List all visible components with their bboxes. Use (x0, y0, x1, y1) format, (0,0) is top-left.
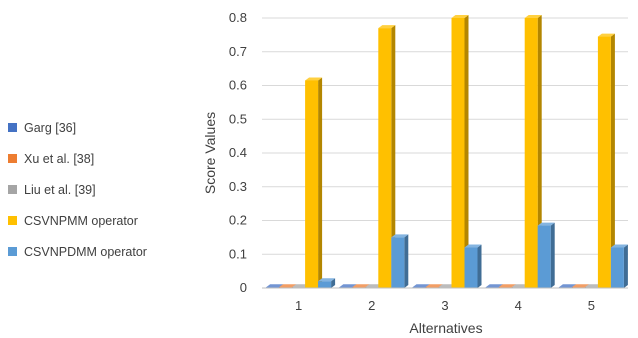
legend-swatch (8, 247, 17, 256)
bar-top (558, 284, 576, 288)
bar-side (391, 25, 396, 288)
x-axis-title: Alternatives (409, 320, 482, 336)
bar-side (623, 244, 628, 288)
bar-top (451, 15, 469, 18)
bar-front (318, 281, 332, 288)
bar-front (610, 247, 624, 288)
y-tick-label: 0.5 (229, 111, 247, 126)
x-tick-label: 2 (368, 298, 375, 313)
y-tick-label: 0.3 (229, 179, 247, 194)
y-tick-label: 0.2 (229, 213, 247, 228)
bar (318, 278, 336, 288)
bar-top (571, 284, 589, 288)
legend-label: Garg [36] (24, 120, 77, 135)
bar-front (464, 247, 478, 288)
x-tick-label: 3 (441, 298, 448, 313)
legend-item: Liu et al. [39] (8, 174, 147, 205)
legend-label: Xu et al. [38] (24, 151, 95, 166)
y-tick-label: 0.4 (229, 145, 247, 160)
bar-side (318, 77, 323, 288)
x-tick-label: 1 (295, 298, 302, 313)
bar-top (391, 234, 409, 238)
bar-top (365, 284, 383, 288)
legend-swatch (8, 185, 17, 194)
y-tick-label: 0.7 (229, 44, 247, 59)
axes: 0 0.1 0.2 0.3 0.4 0.5 0.6 0.7 0.8 1 2 3 4 5 (229, 10, 628, 313)
x-tick-label: 5 (588, 298, 595, 313)
legend-swatch (8, 123, 17, 132)
x-tick-label: 4 (515, 298, 522, 313)
bar-top (610, 244, 628, 248)
bar-top (339, 284, 357, 288)
bar-top (266, 284, 284, 288)
bar-top (279, 284, 297, 288)
bar (378, 25, 396, 288)
bar-top (378, 25, 396, 29)
legend-item: CSVNPDMM operator (8, 236, 147, 267)
bar-top (511, 284, 529, 288)
legend-swatch (8, 154, 17, 163)
bar-front (537, 225, 551, 288)
bar-side (464, 15, 469, 288)
bar-side (404, 234, 409, 288)
bar-side (537, 15, 542, 288)
bar-top (498, 284, 516, 288)
bar-front (305, 80, 319, 288)
y-tick-label: 0 (240, 280, 247, 295)
bar-top (292, 284, 310, 288)
bar-front (524, 18, 538, 288)
legend-item: CSVNPMM operator (8, 205, 147, 236)
bar-top (597, 33, 615, 37)
bar (305, 77, 323, 288)
bar-top (537, 222, 555, 226)
bar-top (412, 284, 430, 288)
legend-label: CSVNPDMM operator (24, 244, 147, 259)
y-tick-label: 0.1 (229, 246, 247, 261)
bar-front (378, 28, 392, 288)
y-tick-label: 0.6 (229, 78, 247, 93)
legend-swatch (8, 216, 17, 225)
bar-top (352, 284, 370, 288)
bar-side (610, 33, 615, 288)
legend-label: CSVNPMM operator (24, 213, 138, 228)
bar-side (331, 278, 336, 288)
legend-label: Liu et al. [39] (24, 182, 96, 197)
bar-top (305, 77, 323, 81)
bars (266, 15, 628, 288)
bar-top (464, 244, 482, 248)
bar-top (524, 15, 542, 18)
legend-item: Garg [36] (8, 112, 147, 143)
bar (451, 15, 469, 288)
bar-side (550, 222, 555, 288)
bar-top (425, 284, 443, 288)
bar-front (597, 36, 611, 288)
y-axis-title: Score Values (202, 112, 218, 194)
bar (524, 15, 542, 288)
bar-front (391, 237, 405, 288)
bar (610, 244, 628, 288)
bar-top (318, 278, 336, 282)
bar-side (477, 244, 482, 288)
bar-top (485, 284, 503, 288)
bar (464, 244, 482, 288)
bar-front (451, 18, 465, 288)
y-tick-label: 0.8 (229, 10, 247, 25)
legend-item: Xu et al. [38] (8, 143, 147, 174)
bar-top (584, 284, 602, 288)
bar-top (438, 284, 456, 288)
bar (391, 234, 409, 288)
bar (597, 33, 615, 288)
bar (537, 222, 555, 288)
legend: Garg [36] Xu et al. [38] Liu et al. [39] CS… (8, 112, 147, 267)
